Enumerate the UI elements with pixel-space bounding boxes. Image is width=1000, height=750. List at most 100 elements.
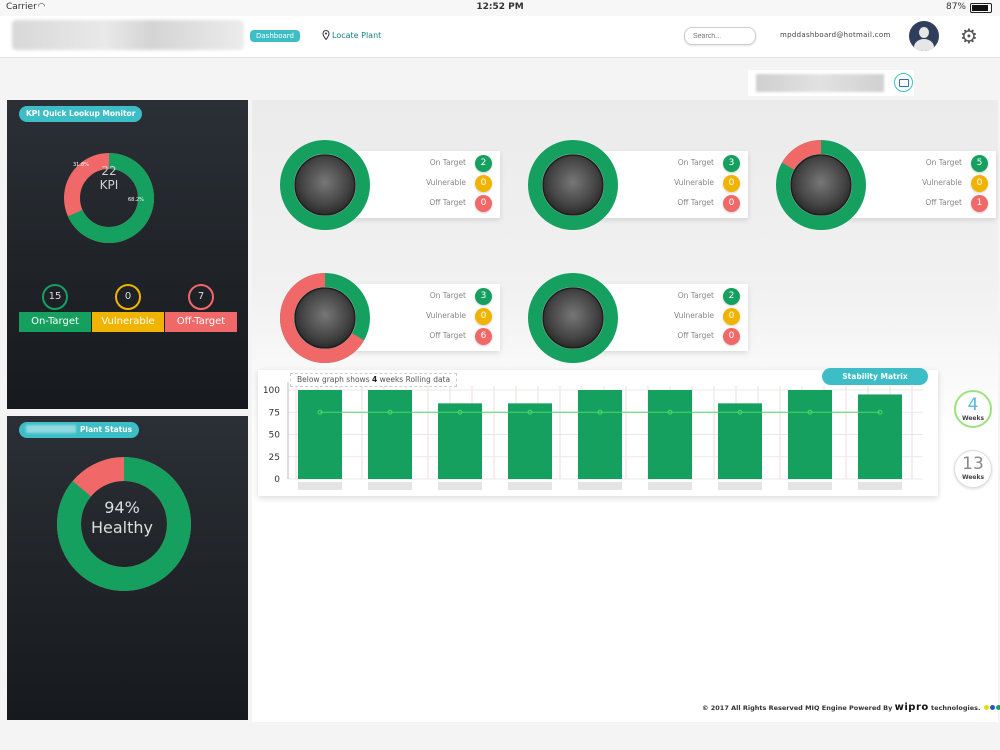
vulnerable-badge: 0	[723, 175, 740, 192]
clock: 12:52 PM	[476, 2, 524, 12]
off-target-link[interactable]: Off Target	[925, 198, 962, 207]
weeks-13-number: 13	[962, 454, 984, 474]
off-target-badge: 6	[475, 328, 492, 345]
off-target-link[interactable]: Off Target	[677, 198, 714, 207]
vulnerable-row[interactable]: Vulnerable 0	[352, 174, 492, 194]
bar	[858, 394, 902, 479]
plant-panel-title: Plant Status	[19, 422, 140, 438]
search-input[interactable]	[684, 27, 756, 45]
locate-plant-link[interactable]: Locate Plant	[322, 30, 381, 40]
on-target-link[interactable]: On Target	[677, 158, 714, 167]
kpi-donut-on-arc	[64, 153, 154, 243]
vulnerable-row[interactable]: Vulnerable 0	[352, 307, 492, 327]
plant-status-donut[interactable]	[56, 456, 192, 592]
target-point	[387, 409, 393, 415]
off-target-button[interactable]: Off-Target	[165, 312, 237, 332]
on-target-row[interactable]: On Target 2	[352, 154, 492, 174]
vulnerable-link[interactable]: Vulnerable	[674, 311, 714, 320]
off-target-row[interactable]: Off Target 0	[600, 194, 740, 214]
on-target-link[interactable]: On Target	[429, 291, 466, 300]
on-target-row[interactable]: On Target 5	[848, 154, 988, 174]
off-target-badge: 0	[475, 195, 492, 212]
stability-matrix-button[interactable]: Stability Matrix	[822, 368, 928, 385]
plant-selector[interactable]	[756, 74, 884, 92]
bar-chart-svg: 100 75 50 25 0	[263, 382, 923, 490]
plant-card[interactable]: On Target 3 Vulnerable 0 Off Target 6	[280, 273, 502, 365]
company-logo	[12, 20, 244, 50]
plant-card-legend: On Target 2 Vulnerable 0 Off Target 0	[598, 284, 748, 351]
plant-card-legend: On Target 5 Vulnerable 0 Off Target 1	[846, 151, 996, 218]
bar	[508, 403, 552, 479]
off-target-badge: 1	[971, 195, 988, 212]
plant-status-ring[interactable]	[280, 273, 370, 363]
dashboard-button[interactable]: Dashboard	[250, 30, 300, 42]
on-target-link[interactable]: On Target	[677, 291, 714, 300]
plant-card[interactable]: On Target 5 Vulnerable 0 Off Target 1	[776, 140, 998, 232]
off-target-badge: 0	[723, 328, 740, 345]
vulnerable-link[interactable]: Vulnerable	[426, 311, 466, 320]
plant-status-ring[interactable]	[528, 273, 618, 363]
brand-dot	[995, 705, 1000, 710]
status-bar: Carrier ◠ 12:52 PM 87%	[0, 0, 1000, 16]
plant-selector-bar	[748, 70, 914, 96]
on-target-link[interactable]: On Target	[429, 158, 466, 167]
on-target-link[interactable]: On Target	[925, 158, 962, 167]
vulnerable-row[interactable]: Vulnerable 0	[600, 307, 740, 327]
chat-icon[interactable]	[894, 73, 913, 92]
plant-status-ring[interactable]	[280, 140, 370, 230]
carrier-label: Carrier	[6, 2, 37, 12]
on-target-row[interactable]: On Target 2	[600, 287, 740, 307]
off-target-link[interactable]: Off Target	[677, 331, 714, 340]
location-pin-icon	[322, 30, 330, 40]
on-target-button[interactable]: On-Target	[19, 312, 91, 332]
on-target-row[interactable]: On Target 3	[352, 287, 492, 307]
bar	[578, 390, 622, 479]
x-tick-blur	[648, 482, 692, 490]
plant-card[interactable]: On Target 3 Vulnerable 0 Off Target 0	[528, 140, 750, 232]
plant-ring-core-edge	[294, 287, 356, 349]
on-target-badge: 2	[475, 155, 492, 172]
avatar[interactable]	[909, 21, 939, 51]
plant-status-panel: Plant Status 94% Healthy	[7, 416, 248, 720]
vulnerable-badge: 0	[723, 308, 740, 325]
wipro-logo: wipro	[894, 702, 929, 713]
kpi-donut-chart[interactable]	[63, 152, 155, 244]
kpi-count-label: KPI	[99, 178, 119, 192]
plant-ring-core	[543, 155, 603, 215]
weeks-4-label: Weeks	[961, 415, 985, 422]
off-target-row[interactable]: Off Target 6	[352, 327, 492, 347]
wifi-icon: ◠	[38, 2, 45, 12]
off-target-link[interactable]: Off Target	[429, 198, 466, 207]
bar	[438, 403, 482, 479]
off-target-link[interactable]: Off Target	[429, 331, 466, 340]
off-target-row[interactable]: Off Target 0	[352, 194, 492, 214]
vulnerable-button[interactable]: Vulnerable	[92, 312, 164, 332]
plant-card[interactable]: On Target 2 Vulnerable 0 Off Target 0	[528, 273, 750, 365]
off-target-count: 7	[188, 284, 214, 310]
vulnerable-link[interactable]: Vulnerable	[922, 178, 962, 187]
vulnerable-link[interactable]: Vulnerable	[674, 178, 714, 187]
weeks-13-toggle[interactable]: 13 Weeks	[954, 450, 992, 488]
on-target-badge: 3	[723, 155, 740, 172]
vulnerable-row[interactable]: Vulnerable 0	[600, 174, 740, 194]
avatar-head	[919, 27, 929, 38]
on-target-row[interactable]: On Target 3	[600, 154, 740, 174]
vulnerable-badge: 0	[475, 175, 492, 192]
gear-icon[interactable]: ⚙	[960, 24, 978, 48]
vulnerable-link[interactable]: Vulnerable	[426, 178, 466, 187]
plant-status-ring[interactable]	[776, 140, 866, 230]
target-point	[667, 409, 673, 415]
plant-ring-core-edge	[542, 287, 604, 349]
bar	[298, 390, 342, 479]
off-target-row[interactable]: Off Target 1	[848, 194, 988, 214]
plant-status-ring[interactable]	[528, 140, 618, 230]
bar	[368, 390, 412, 479]
vulnerable-row[interactable]: Vulnerable 0	[848, 174, 988, 194]
plant-card[interactable]: On Target 2 Vulnerable 0 Off Target 0	[280, 140, 502, 232]
plant-ring-core-edge	[790, 154, 852, 216]
footer-suffix: technologies.	[931, 704, 981, 712]
weeks-4-toggle[interactable]: 4 Weeks	[954, 390, 992, 428]
off-target-row[interactable]: Off Target 0	[600, 327, 740, 347]
x-tick-blur	[368, 482, 412, 490]
chart-note-weeks: 4	[371, 375, 378, 384]
